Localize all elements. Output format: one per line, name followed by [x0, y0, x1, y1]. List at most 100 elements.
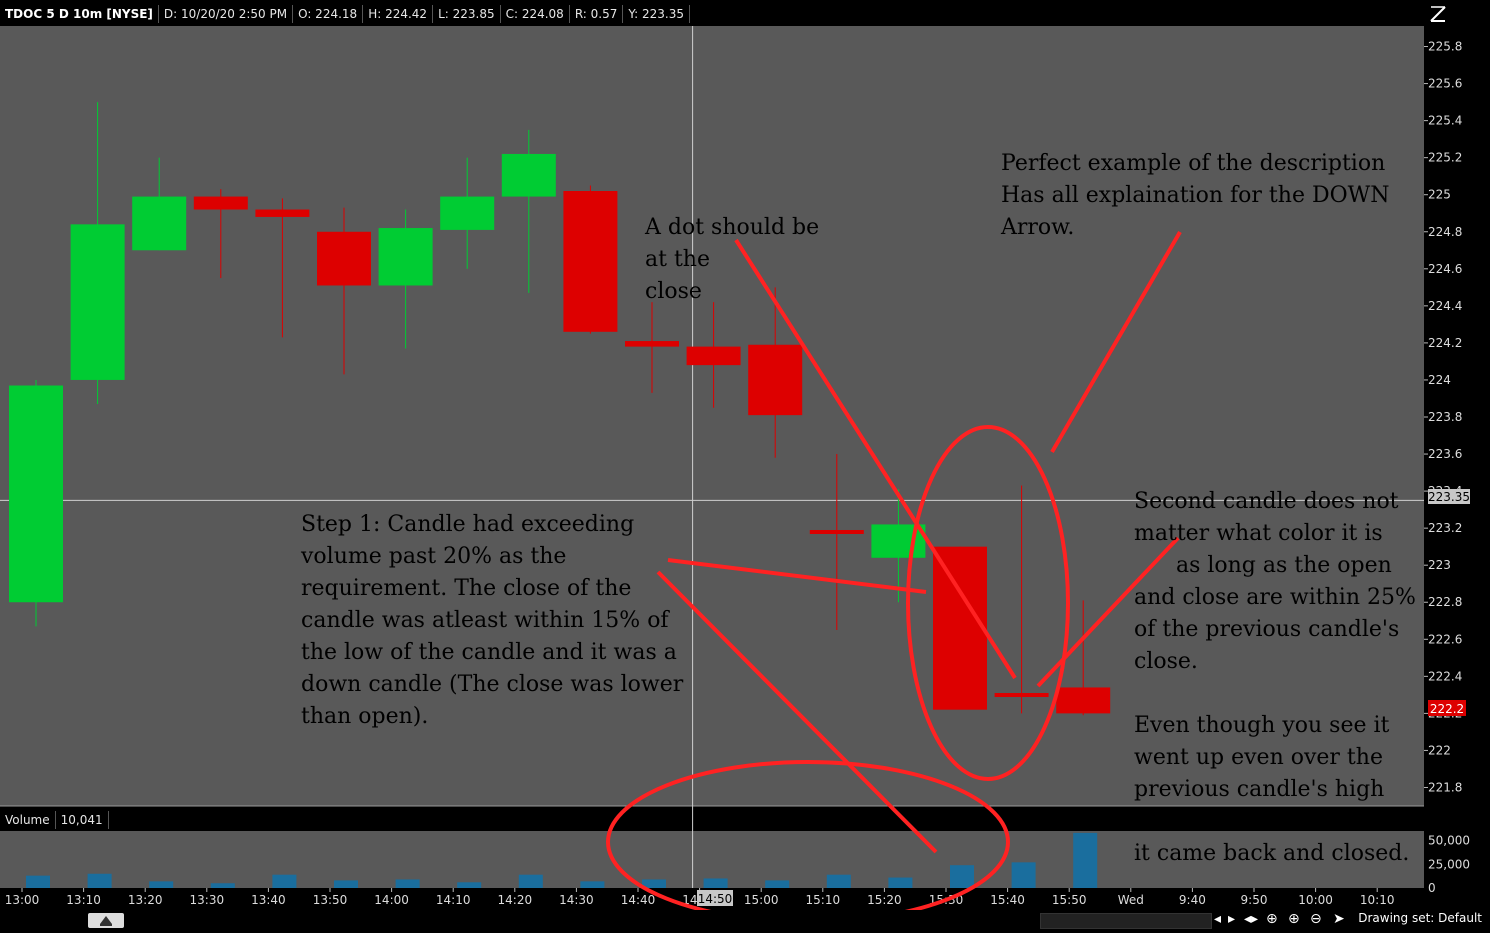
- volume-bar: [950, 865, 974, 888]
- candle-body: [748, 344, 803, 416]
- volume-bar: [272, 874, 297, 888]
- time-tick-label: 15:00: [744, 893, 779, 907]
- open-label: O: 224.18: [293, 5, 364, 23]
- time-tick-label: 13:50: [313, 893, 348, 907]
- price-tick-label: 223.2: [1428, 521, 1462, 535]
- time-tick-label: 14:00: [374, 893, 409, 907]
- note-step-1: Step 1: Candle had exceeding volume past…: [301, 512, 684, 729]
- close-label: C: 224.08: [501, 5, 570, 23]
- candle-body: [378, 228, 433, 286]
- time-tick-label: 9:40: [1179, 893, 1206, 907]
- crosshair: [0, 26, 1424, 888]
- pan-icon[interactable]: ◂▸: [1244, 911, 1259, 927]
- scroll-left-handle[interactable]: [88, 913, 124, 928]
- price-tick-label: 222.4: [1428, 669, 1462, 683]
- volume-value: 10,041: [56, 811, 109, 829]
- volume-bar: [457, 882, 482, 888]
- candle-body: [132, 196, 187, 251]
- note-came-back: it came back and closed.: [1134, 841, 1410, 866]
- time-tick-label: 13:10: [66, 893, 101, 907]
- time-tick-label: 13:30: [190, 893, 225, 907]
- price-tick-label: 223.6: [1428, 447, 1462, 461]
- low-label: L: 223.85: [433, 5, 501, 23]
- time-tick-label: 14:40: [621, 893, 656, 907]
- scroll-left-icon[interactable]: ◂: [1214, 911, 1222, 927]
- drawing-set-label[interactable]: Drawing set: Default: [1358, 911, 1482, 925]
- volume-bar: [210, 883, 235, 888]
- volume-bar: [149, 881, 174, 888]
- note-dot-at-close: A dot should be at the close: [645, 215, 820, 304]
- volume-bars: [26, 832, 1098, 888]
- price-tick-label: 225.4: [1428, 114, 1462, 128]
- candles: [9, 102, 1111, 716]
- y-label: Y: 223.35: [623, 5, 690, 23]
- price-tick-label: 225: [1428, 188, 1451, 202]
- time-tick-label: 15:10: [806, 893, 841, 907]
- volume-bar: [703, 878, 728, 888]
- price-tick-label: 225.8: [1428, 40, 1462, 54]
- note-second-candle: Second candle does not matter what color…: [1134, 489, 1416, 802]
- price-label-crosshair: 223.35: [1428, 489, 1470, 504]
- price-tick-label: 224.4: [1428, 299, 1462, 313]
- time-tick-label: 15:40: [990, 893, 1025, 907]
- candle-body: [317, 231, 371, 286]
- scroll-right-icon[interactable]: ▸: [1228, 911, 1236, 927]
- price-tick-label: 224: [1428, 373, 1451, 387]
- annotation-line-step1-b: [656, 570, 938, 854]
- time-tick-labels: 13:00 13:10 13:20 13:30 13:40 13:50 14:00 14:10…: [5, 888, 1394, 907]
- price-tick-label: 222.6: [1428, 632, 1462, 646]
- volume-tick-label: 25,000: [1428, 857, 1470, 871]
- time-label-crosshair: 14:50: [697, 890, 733, 906]
- candle-body: [809, 529, 864, 534]
- candle-body: [1056, 687, 1111, 714]
- time-tick-label: 9:50: [1241, 893, 1268, 907]
- time-tick-label: 14:10: [436, 893, 471, 907]
- time-scrollbar[interactable]: [1040, 913, 1212, 929]
- time-tick-label: 15:50: [1052, 893, 1087, 907]
- candle-body: [70, 224, 125, 380]
- candle-body: [501, 153, 556, 197]
- price-label-last: 222.2: [1428, 700, 1466, 716]
- volume-label[interactable]: Volume: [0, 811, 56, 829]
- volume-bar: [1073, 832, 1098, 888]
- volume-bar: [87, 873, 112, 888]
- candle-body: [994, 693, 1049, 698]
- svg-text:222.2: 222.2: [1430, 702, 1464, 716]
- cursor-icon[interactable]: ➤: [1333, 911, 1345, 927]
- price-tick-label: 222: [1428, 743, 1451, 757]
- candle-body: [255, 209, 310, 217]
- price-tick-labels: 225.8 225.6 225.4 225.2 225 224.8 224.6 224.4 22…: [1424, 40, 1462, 794]
- time-tick-label: 14:30: [559, 893, 594, 907]
- zoom-in-icon[interactable]: ⊕: [1288, 911, 1300, 927]
- date-label: D: 10/20/20 2:50 PM: [159, 5, 294, 23]
- candle-body: [440, 196, 495, 230]
- annotation-line-perfect: [1050, 230, 1182, 454]
- expand-icon[interactable]: [1428, 4, 1448, 24]
- annotation-ellipse-candles: [906, 425, 1070, 781]
- candle-body: [193, 196, 248, 210]
- price-tick-label: 224.8: [1428, 225, 1462, 239]
- time-tick-label: 13:00: [5, 893, 40, 907]
- price-tick-label: 225.6: [1428, 77, 1462, 91]
- time-tick-label: 13:40: [251, 893, 286, 907]
- svg-text:223.35: 223.35: [1428, 490, 1470, 504]
- price-tick-label: 223.8: [1428, 410, 1462, 424]
- price-tick-label: 223: [1428, 558, 1451, 572]
- zoom-out-icon[interactable]: ⊖: [1310, 911, 1322, 927]
- price-tick-label: 224.2: [1428, 336, 1462, 350]
- crosshair-icon[interactable]: ⊕: [1266, 911, 1278, 927]
- time-tick-label: Wed: [1118, 893, 1144, 907]
- volume-bar: [395, 879, 420, 888]
- annotation-line-second: [1036, 536, 1180, 688]
- volume-bar: [765, 880, 790, 888]
- price-panel-background: [0, 26, 1424, 806]
- symbol-label[interactable]: TDOC 5 D 10m [NYSE]: [0, 5, 159, 23]
- candle-body: [686, 346, 741, 366]
- price-tick-label: 221.8: [1428, 780, 1462, 794]
- time-tick-label: 10:00: [1298, 893, 1333, 907]
- price-tick-label: 224.6: [1428, 262, 1462, 276]
- annotation-line-dot: [734, 238, 1017, 680]
- candle-body: [933, 546, 987, 710]
- volume-bar: [1011, 862, 1036, 888]
